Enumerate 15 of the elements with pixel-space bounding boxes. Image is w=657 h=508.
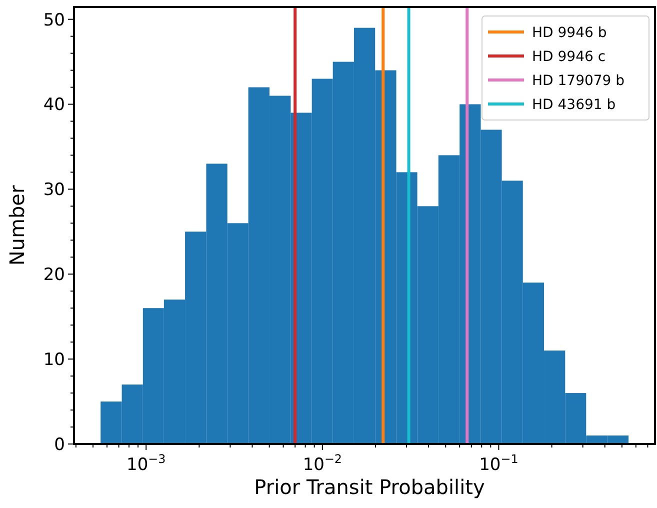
y-axis-title: Number xyxy=(5,184,29,266)
legend-label: HD 43691 b xyxy=(532,96,616,113)
y-tick-label: 10 xyxy=(43,350,65,370)
x-tick-label: 10$^{−2}$ xyxy=(302,452,342,475)
x-tick-label: 10$^{−3}$ xyxy=(126,452,166,475)
y-tick-label: 50 xyxy=(43,10,65,30)
y-tick-label: 40 xyxy=(43,95,65,116)
y-tick-label: 0 xyxy=(54,434,65,455)
legend-label: HD 9946 b xyxy=(532,24,607,41)
x-axis-title: Prior Transit Probability xyxy=(254,475,485,499)
legend-label: HD 179079 b xyxy=(532,72,625,89)
y-tick-label: 20 xyxy=(43,265,65,286)
y-tick-label: 30 xyxy=(43,180,65,200)
legend-label: HD 9946 c xyxy=(532,48,606,65)
x-tick-label: 10$^{−1}$ xyxy=(479,452,518,475)
